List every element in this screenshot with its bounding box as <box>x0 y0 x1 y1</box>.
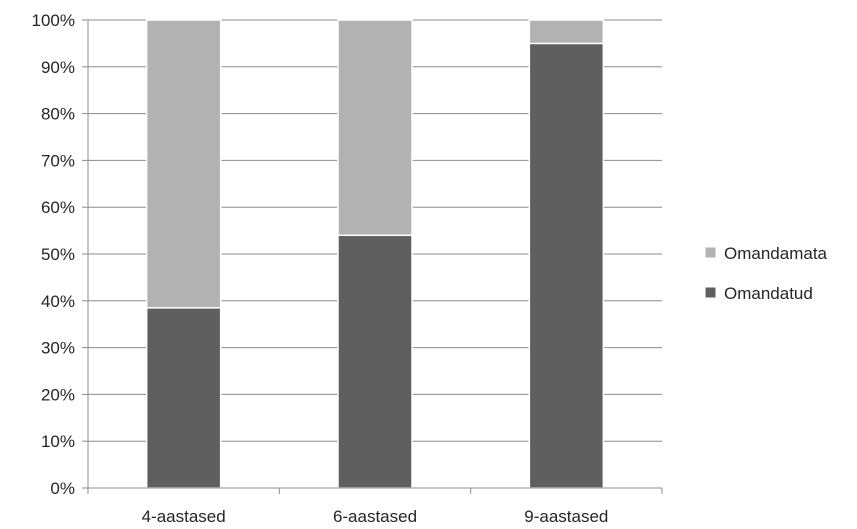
legend-swatch-omandamata <box>704 246 717 259</box>
x-category-label: 6-aastased <box>333 507 417 526</box>
x-category-label: 9-aastased <box>524 507 608 526</box>
bars <box>145 19 605 489</box>
y-tick-label: 30% <box>41 339 75 358</box>
y-tick-label: 100% <box>32 11 75 30</box>
y-tick-label: 60% <box>41 198 75 217</box>
bar-segment-omandatud <box>145 307 222 489</box>
y-axis-tick-labels: 0% 10% 20% 30% 40% 50% 60% 70% 80% 90% 100% <box>32 11 75 498</box>
y-tick-label: 10% <box>41 432 75 451</box>
y-tick-label: 50% <box>41 245 75 264</box>
bar-segment-omandamata <box>337 19 413 237</box>
y-tick-label: 0% <box>50 479 75 498</box>
y-tick-label: 90% <box>41 58 75 77</box>
y-tick-label: 40% <box>41 292 75 311</box>
legend: Omandamata Omandatud <box>704 244 828 303</box>
bar-segment-omandamata <box>528 19 605 45</box>
legend-label: Omandamata <box>724 244 828 263</box>
x-axis-category-labels: 4-aastased 6-aastased 9-aastased <box>142 507 609 526</box>
bar-segment-omandatud <box>337 234 413 489</box>
bar-segment-omandatud <box>528 42 605 489</box>
y-tick-label: 80% <box>41 105 75 124</box>
legend-swatch-omandatud <box>704 286 717 299</box>
y-tick-label: 70% <box>41 151 75 170</box>
axes <box>82 19 663 494</box>
y-tick-label: 20% <box>41 385 75 404</box>
legend-label: Omandatud <box>724 284 813 303</box>
x-category-label: 4-aastased <box>142 507 226 526</box>
bar-segment-omandamata <box>145 19 222 309</box>
